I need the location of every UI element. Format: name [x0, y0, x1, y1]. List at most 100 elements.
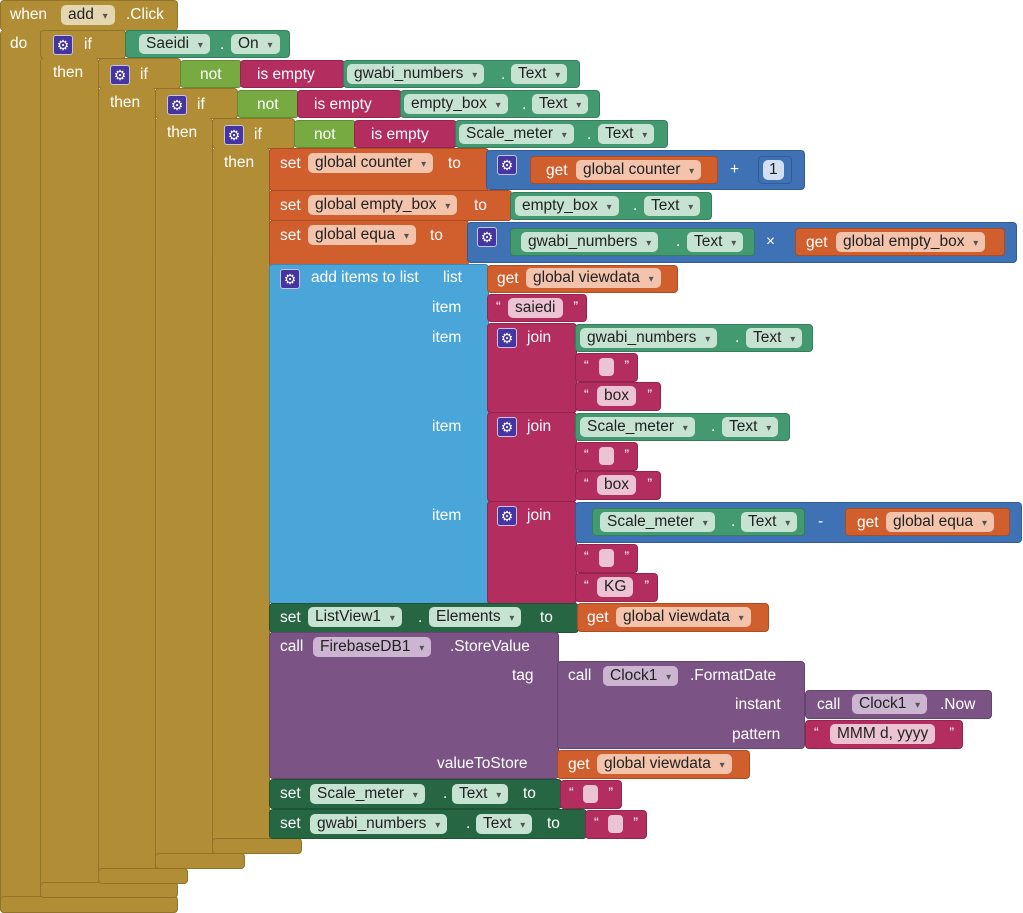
gear-icon[interactable] [167, 95, 187, 115]
value-to-store-label: valueToStore [437, 755, 528, 772]
variable-dropdown[interactable]: global equa [308, 225, 416, 245]
string-field[interactable]: MMM d, yyyy [830, 724, 936, 744]
property-dropdown[interactable]: Text [532, 94, 589, 114]
dot: . [443, 785, 448, 802]
component-dropdown[interactable]: Clock1 [852, 694, 928, 714]
component-dropdown[interactable]: empty_box [515, 196, 619, 216]
component-dropdown[interactable]: Saeidi [139, 34, 210, 54]
clock-formatdate-block[interactable] [557, 661, 805, 749]
empty-string-field[interactable] [608, 815, 623, 833]
component-dropdown[interactable]: Scale_meter [310, 784, 425, 804]
variable-dropdown[interactable]: global viewdata [597, 754, 732, 774]
component-dropdown[interactable]: Scale_meter [459, 124, 574, 144]
event-bottom [0, 896, 178, 913]
get-label: get [546, 162, 568, 179]
gear-icon[interactable] [497, 417, 517, 437]
if-bottom-3 [155, 853, 245, 869]
property-dropdown[interactable]: Text [476, 814, 533, 834]
component-dropdown[interactable]: Clock1 [603, 666, 679, 686]
set-label: set [280, 785, 301, 802]
not-label: not [314, 126, 336, 143]
then-label: then [110, 94, 141, 111]
variable-dropdown[interactable]: global counter [308, 153, 434, 173]
instant-label: instant [735, 696, 781, 713]
number-field[interactable]: 1 [763, 160, 784, 180]
to-label: to [430, 227, 443, 244]
component-dropdown[interactable]: gwabi_numbers [580, 328, 718, 348]
empty-string-field[interactable] [599, 549, 614, 567]
property-dropdown[interactable]: Text [741, 512, 798, 532]
is-empty-block[interactable] [240, 60, 345, 88]
list-label: list [443, 269, 462, 286]
string-field[interactable]: saiedi [508, 298, 563, 318]
component-dropdown[interactable]: gwabi_numbers [521, 232, 659, 252]
join-label: join [527, 418, 552, 435]
variable-dropdown[interactable]: global viewdata [616, 607, 751, 627]
gear-icon[interactable] [477, 227, 497, 247]
not-block[interactable] [180, 60, 242, 88]
dot: . [418, 609, 423, 626]
add-items-label: add items to list [311, 269, 419, 286]
not-label: not [257, 96, 279, 113]
add-items-to-list-block[interactable] [269, 264, 489, 604]
is-empty-label: is empty [371, 126, 429, 143]
component-dropdown[interactable]: ListView1 [308, 607, 402, 627]
string-field[interactable]: KG [597, 577, 634, 597]
string-field[interactable]: box [597, 386, 636, 406]
method-name: .Now [940, 696, 976, 713]
component-dropdown[interactable]: empty_box [404, 94, 508, 114]
property-dropdown[interactable]: Text [746, 328, 803, 348]
if-bottom-2 [98, 868, 188, 884]
gear-icon[interactable] [110, 65, 130, 85]
dot: . [633, 197, 638, 214]
if-bottom-4 [212, 838, 302, 854]
empty-string-field[interactable] [599, 358, 614, 376]
property-dropdown[interactable]: Text [687, 232, 744, 252]
property-dropdown[interactable]: Text [598, 124, 655, 144]
if-bottom-1 [40, 882, 178, 898]
component-dropdown-add[interactable]: add [61, 5, 115, 25]
to-label: to [448, 155, 461, 172]
gear-icon[interactable] [224, 125, 244, 145]
event-name: .Click [126, 6, 164, 23]
variable-dropdown[interactable]: global empty_box [308, 195, 458, 215]
variable-dropdown[interactable]: global viewdata [526, 268, 661, 288]
dot: . [735, 329, 740, 346]
empty-string-field[interactable] [599, 447, 614, 465]
then-label: then [224, 154, 255, 171]
not-block[interactable] [294, 120, 356, 148]
property-dropdown[interactable]: Text [452, 784, 509, 804]
item-label: item [432, 418, 462, 435]
set-label: set [280, 815, 301, 832]
variable-dropdown[interactable]: global empty_box [836, 232, 986, 252]
gear-icon[interactable] [497, 506, 517, 526]
gear-icon[interactable] [497, 155, 517, 175]
component-dropdown[interactable]: Scale_meter [600, 512, 715, 532]
is-empty-block[interactable] [354, 120, 457, 148]
property-dropdown[interactable]: Text [511, 64, 568, 84]
empty-string-field[interactable] [583, 785, 598, 803]
gear-icon[interactable] [497, 328, 517, 348]
component-dropdown[interactable]: gwabi_numbers [347, 64, 485, 84]
minus-operator: - [818, 513, 824, 530]
if-label: if [197, 96, 205, 113]
property-dropdown[interactable]: Elements [429, 607, 522, 627]
component-dropdown[interactable]: Scale_meter [580, 417, 695, 437]
gear-icon[interactable] [280, 269, 300, 289]
get-label: get [857, 514, 879, 531]
property-dropdown[interactable]: On [231, 34, 280, 54]
is-empty-block[interactable] [297, 90, 402, 118]
component-dropdown[interactable]: FirebaseDB1 [313, 637, 432, 657]
property-dropdown[interactable]: Text [722, 417, 779, 437]
variable-dropdown[interactable]: global counter [576, 160, 702, 180]
set-label: set [280, 609, 301, 626]
string-field[interactable]: box [597, 475, 636, 495]
variable-dropdown[interactable]: global equa [886, 512, 994, 532]
gear-icon[interactable] [53, 35, 73, 55]
event-body [0, 30, 42, 913]
dot: . [501, 66, 506, 83]
then-label: then [53, 64, 84, 81]
property-dropdown[interactable]: Text [644, 196, 701, 216]
component-dropdown[interactable]: gwabi_numbers [310, 814, 448, 834]
dot: . [731, 513, 736, 530]
